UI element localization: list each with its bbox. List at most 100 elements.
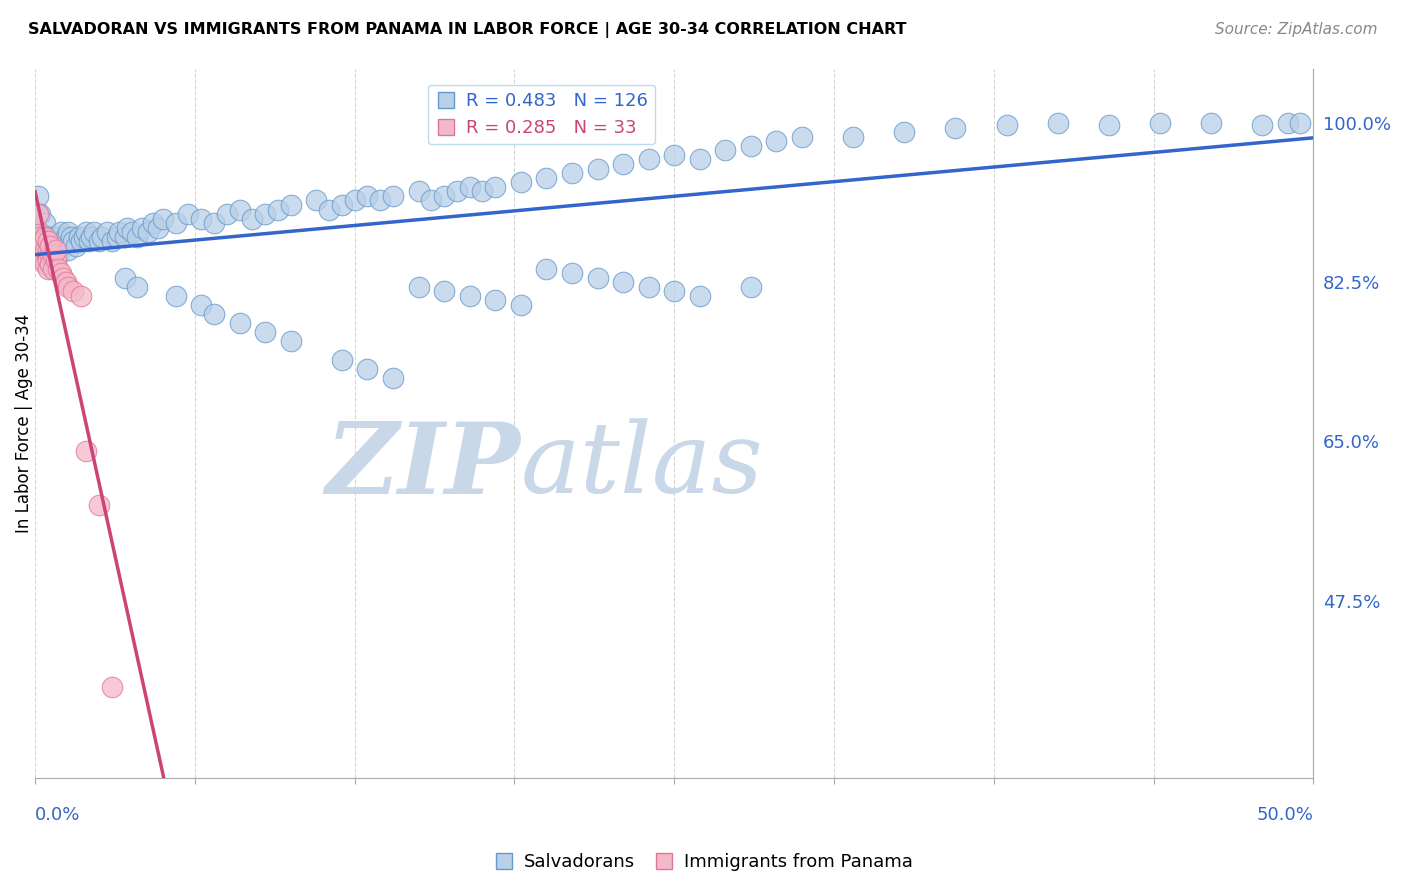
Point [96,225,118,239]
Point [70,289,93,303]
Point [31,252,53,267]
Point [127,280,149,294]
Point [105,229,128,244]
Point [42,261,65,276]
Point [45,239,67,253]
Point [790,129,813,144]
Point [382,189,405,203]
Point [30,235,52,249]
Point [433,189,456,203]
Point [368,194,391,208]
Point [1149,116,1171,130]
Point [254,207,277,221]
Point [108,225,131,239]
Point [330,198,353,212]
Point [39,248,62,262]
Point [39,229,62,244]
Point [330,352,353,367]
Point [37,244,59,258]
Point [75,225,97,239]
Point [561,266,583,280]
Point [664,285,686,299]
Point [52,235,75,249]
Point [49,266,72,280]
Point [190,211,212,226]
Point [62,285,84,299]
Point [37,229,59,244]
Point [484,293,506,308]
Point [39,239,62,253]
Point [115,220,138,235]
Point [114,270,136,285]
Point [484,179,506,194]
Point [31,229,53,244]
Point [55,275,77,289]
Legend: R = 0.483   N = 126, R = 0.285   N = 33: R = 0.483 N = 126, R = 0.285 N = 33 [427,85,655,145]
Point [31,244,53,258]
Text: 50.0%: 50.0% [1257,806,1313,824]
Text: ZIP: ZIP [326,417,520,514]
Legend: Salvadorans, Immigrants from Panama: Salvadorans, Immigrants from Panama [486,847,920,879]
Point [382,371,405,385]
Point [45,252,67,267]
Point [146,220,169,235]
Point [536,261,558,276]
Text: Source: ZipAtlas.com: Source: ZipAtlas.com [1215,22,1378,37]
Point [228,316,250,330]
Point [37,235,59,249]
Point [39,257,62,271]
Point [34,244,56,258]
Point [318,202,340,217]
Point [612,157,634,171]
Point [27,207,49,221]
Point [637,280,659,294]
Point [27,225,49,239]
Point [58,244,80,258]
Point [58,225,80,239]
Point [1277,116,1299,130]
Point [34,216,56,230]
Point [356,189,378,203]
Point [101,680,124,694]
Text: 0.0%: 0.0% [35,806,80,824]
Point [127,229,149,244]
Point [83,225,105,239]
Point [55,229,77,244]
Point [586,270,609,285]
Point [420,194,443,208]
Point [471,184,494,198]
Point [1251,118,1274,132]
Point [765,134,787,148]
Point [1289,116,1312,130]
Point [202,307,225,321]
Point [30,207,52,221]
Point [58,280,80,294]
Point [714,144,737,158]
Point [689,289,711,303]
Point [408,280,430,294]
Point [586,161,609,176]
Point [242,211,264,226]
Point [1098,118,1121,132]
Point [740,138,762,153]
Point [131,220,153,235]
Point [202,216,225,230]
Point [73,229,96,244]
Point [39,244,62,258]
Point [664,148,686,162]
Point [34,235,56,249]
Point [31,235,53,249]
Point [267,202,290,217]
Point [509,298,531,312]
Point [87,498,110,512]
Point [101,235,124,249]
Point [509,175,531,189]
Point [689,153,711,167]
Point [190,298,212,312]
Point [62,235,84,249]
Text: atlas: atlas [520,418,763,514]
Point [740,280,762,294]
Point [27,207,49,221]
Point [46,248,69,262]
Point [152,211,174,226]
